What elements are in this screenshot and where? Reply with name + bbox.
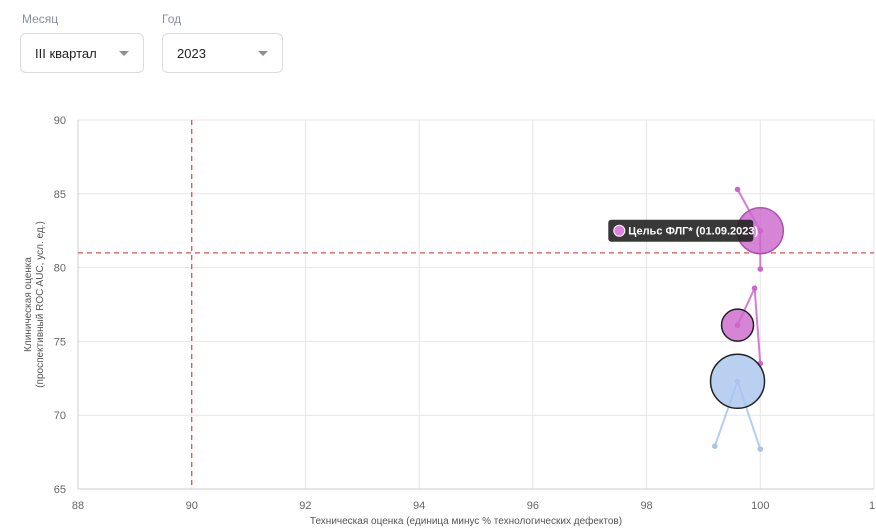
- tooltip-text: Цельс ФЛГ* (01.09.2023): [628, 226, 758, 238]
- x-tick-label: 94: [413, 500, 425, 512]
- y-axis-title: (проспективный ROC AUC, усл. ед.): [35, 221, 46, 388]
- y-tick-label: 85: [54, 189, 66, 201]
- month-label: Месяц: [22, 12, 59, 26]
- year-select-value: 2023: [177, 45, 206, 61]
- series-trail-point: [712, 443, 718, 449]
- month-select[interactable]: III квартал: [20, 33, 144, 73]
- y-tick-label: 65: [54, 484, 66, 496]
- series-bubble: [709, 353, 766, 410]
- series-trail-point: [751, 285, 758, 292]
- x-tick-label: 92: [299, 500, 311, 512]
- y-tick-label: 75: [54, 336, 66, 348]
- x-tick-label: 1: [869, 500, 875, 512]
- y-tick-label: 80: [54, 263, 66, 275]
- chevron-down-icon: [119, 50, 129, 56]
- month-select-value: III квартал: [35, 45, 97, 61]
- series-trail-point: [757, 266, 764, 272]
- y-tick-label: 70: [54, 410, 66, 422]
- chevron-down-icon: [258, 50, 268, 56]
- y-tick-label: 90: [54, 115, 66, 127]
- y-axis-title: Клиническая оценка: [23, 257, 34, 352]
- year-select[interactable]: 2023: [162, 33, 283, 73]
- series-bubble: [720, 308, 755, 342]
- x-tick-label: 90: [186, 500, 198, 512]
- series-trail-point: [757, 446, 764, 452]
- x-tick-label: 100: [751, 500, 769, 512]
- x-tick-label: 98: [640, 500, 652, 512]
- x-tick-label: 88: [72, 500, 84, 512]
- year-label: Год: [162, 12, 182, 26]
- series-trail-point: [734, 186, 741, 193]
- x-tick-label: 96: [527, 500, 539, 512]
- tooltip-box: [608, 219, 754, 242]
- tooltip-marker: [613, 224, 626, 237]
- x-axis-title: Техническая оценка (единица минус % техн…: [310, 515, 622, 527]
